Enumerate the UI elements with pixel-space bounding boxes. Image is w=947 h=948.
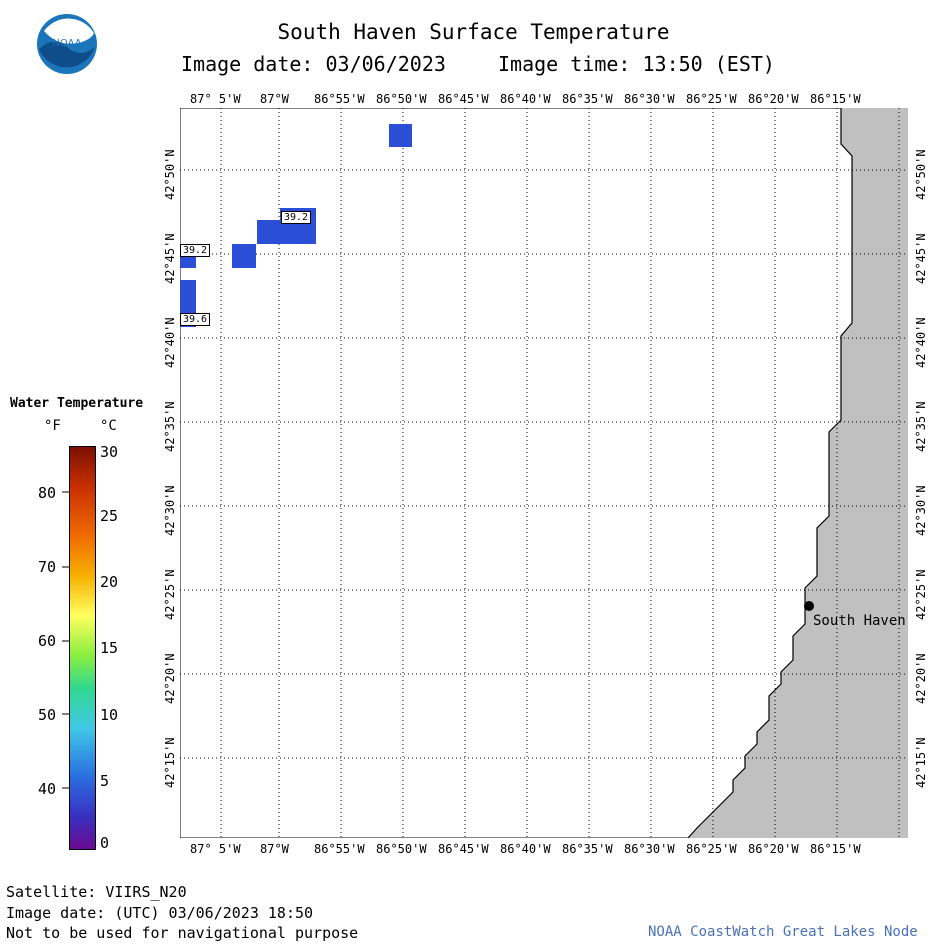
legend-title: Water Temperature xyxy=(10,396,144,411)
satellite-info: Satellite: VIIRS_N20 xyxy=(6,883,187,901)
lon-label: 86°35'W xyxy=(562,92,613,106)
legend-tick-marks xyxy=(62,446,69,848)
lat-label: 42°20'N xyxy=(914,653,928,704)
map-svg: South Haven xyxy=(179,107,909,839)
lon-label: 86°25'W xyxy=(686,842,737,856)
lat-label: 42°40'N xyxy=(914,317,928,368)
legend-f-tick: 60 xyxy=(38,632,57,650)
lon-label: 86°35'W xyxy=(562,842,613,856)
lat-label: 42°25'N xyxy=(163,569,177,620)
lon-label: 87°W xyxy=(260,842,289,856)
temp-label: 39.2 xyxy=(180,244,211,257)
lat-label: 42°35'N xyxy=(914,401,928,452)
lat-label: 42°15'N xyxy=(914,737,928,788)
legend-f-tick: 50 xyxy=(38,706,57,724)
lon-label: 86°20'W xyxy=(748,842,799,856)
legend-c-tick: 15 xyxy=(100,639,119,657)
legend-c-tick: 20 xyxy=(100,573,119,591)
lon-label: 87° 5'W xyxy=(190,842,241,856)
lat-label: 42°30'N xyxy=(914,485,928,536)
legend-f-tick: 70 xyxy=(38,558,57,576)
legend-f-tick: 80 xyxy=(38,484,57,502)
legend-c-tick: 25 xyxy=(100,507,119,525)
lon-label: 87° 5'W xyxy=(190,92,241,106)
land-area xyxy=(688,108,908,838)
lon-label: 87°W xyxy=(260,92,289,106)
lat-label: 42°20'N xyxy=(163,653,177,704)
city-marker xyxy=(804,601,814,611)
lon-label: 86°15'W xyxy=(810,92,861,106)
color-scale xyxy=(69,446,96,850)
legend-c-tick: 0 xyxy=(100,834,110,852)
lon-label: 86°30'W xyxy=(624,842,675,856)
lon-label: 86°15'W xyxy=(810,842,861,856)
temp-label: 39.2 xyxy=(281,211,312,224)
page-title: South Haven Surface Temperature xyxy=(277,20,670,44)
lat-label: 42°45'N xyxy=(914,233,928,284)
lat-label: 42°40'N xyxy=(163,317,177,368)
lon-label: 86°40'W xyxy=(500,842,551,856)
lat-label: 42°25'N xyxy=(914,569,928,620)
legend-c-tick: 30 xyxy=(100,443,119,461)
lat-label: 42°50'N xyxy=(914,149,928,200)
noaa-logo: NOAA xyxy=(36,13,98,75)
graticule xyxy=(180,108,908,838)
temp-label: 39.6 xyxy=(180,313,211,326)
image-date: Image date: 03/06/2023 xyxy=(181,52,446,76)
lon-label: 86°20'W xyxy=(748,92,799,106)
lon-label: 86°50'W xyxy=(376,92,427,106)
lon-label: 86°50'W xyxy=(376,842,427,856)
lon-label: 86°25'W xyxy=(686,92,737,106)
legend-f-tick: 40 xyxy=(38,780,57,798)
coastline xyxy=(687,108,853,839)
lon-label: 86°55'W xyxy=(314,92,365,106)
utc-date: Image date: (UTC) 03/06/2023 18:50 xyxy=(6,904,314,922)
credit-link[interactable]: NOAA CoastWatch Great Lakes Node xyxy=(648,924,918,940)
map[interactable]: South Haven xyxy=(179,107,909,839)
lon-label: 86°45'W xyxy=(438,842,489,856)
image-time: Image time: 13:50 (EST) xyxy=(498,52,775,76)
city-label: South Haven xyxy=(813,613,906,629)
disclaimer: Not to be used for navigational purpose xyxy=(6,924,359,942)
lon-label: 86°55'W xyxy=(314,842,365,856)
lon-label: 86°40'W xyxy=(500,92,551,106)
lon-label: 86°45'W xyxy=(438,92,489,106)
lat-label: 42°15'N xyxy=(163,737,177,788)
legend-c-tick: 5 xyxy=(100,772,110,790)
lat-label: 42°45'N xyxy=(163,233,177,284)
lat-label: 42°50'N xyxy=(163,149,177,200)
legend-unit-f: °F xyxy=(44,418,61,434)
noaa-logo-text: NOAA xyxy=(52,38,81,49)
legend-c-tick: 10 xyxy=(100,706,119,724)
lat-label: 42°35'N xyxy=(163,401,177,452)
lat-label: 42°30'N xyxy=(163,485,177,536)
legend-unit-c: °C xyxy=(100,418,117,434)
lon-label: 86°30'W xyxy=(624,92,675,106)
